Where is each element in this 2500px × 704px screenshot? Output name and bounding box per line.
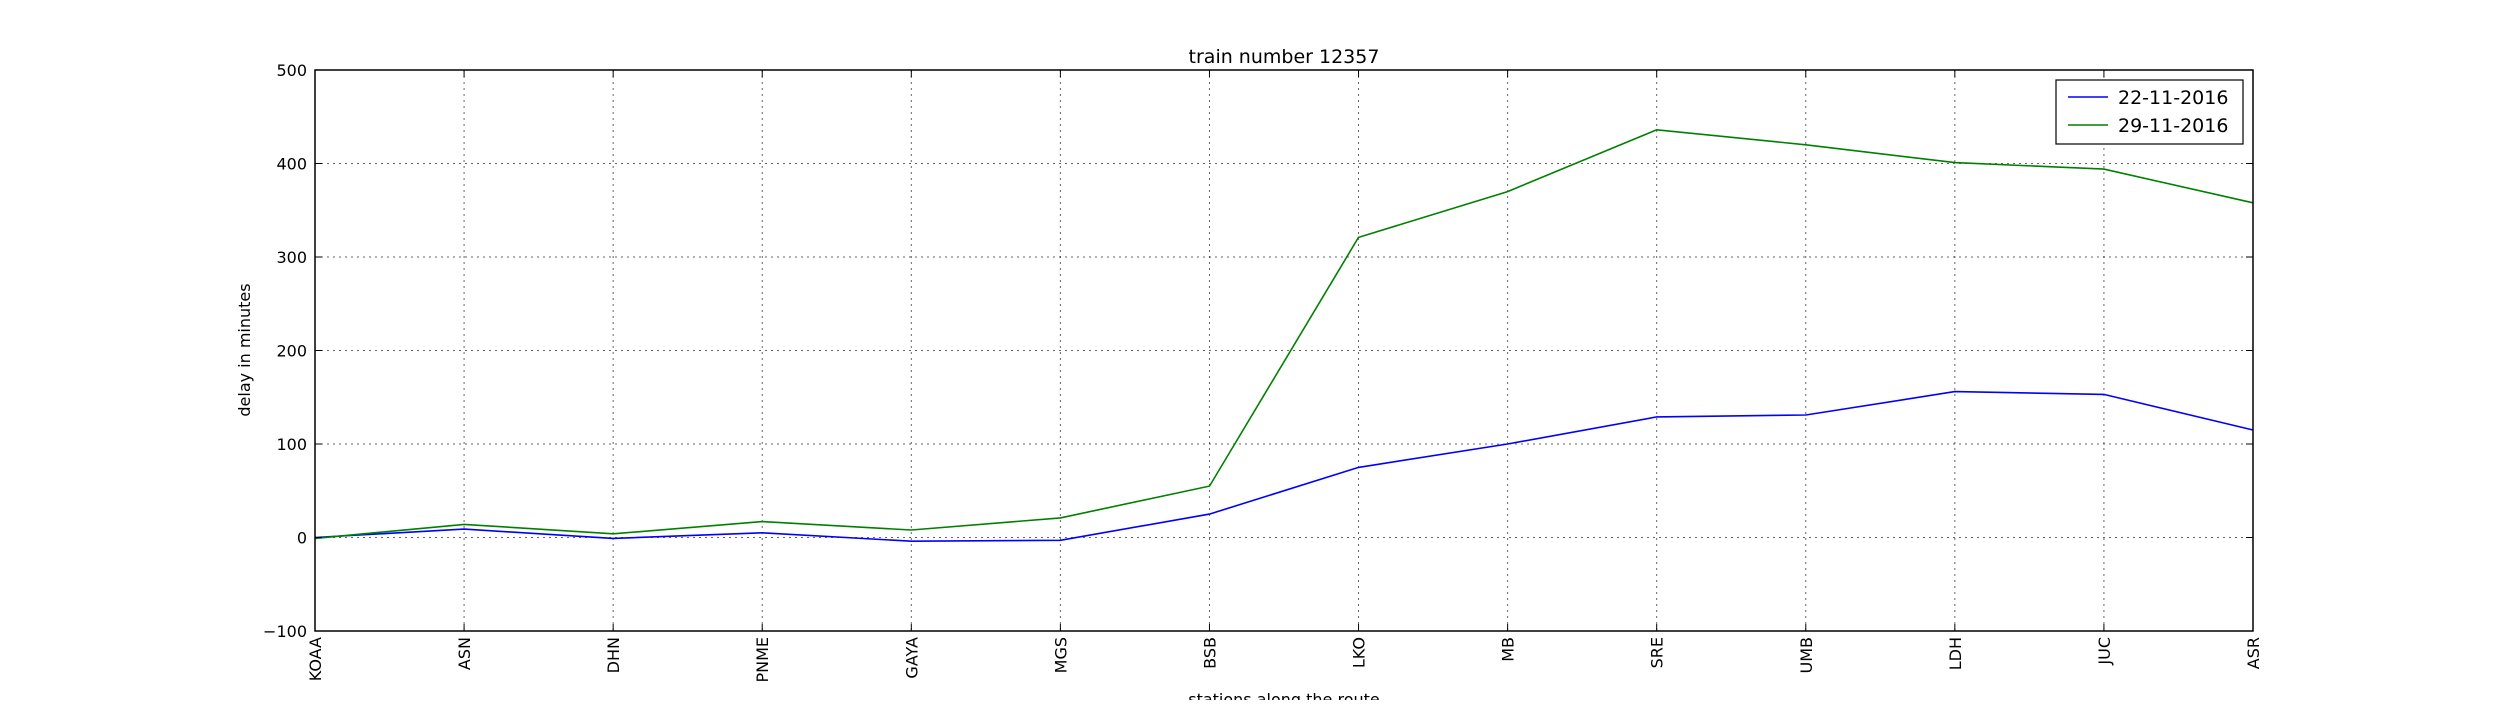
x-tick-label: LDH bbox=[1946, 637, 1965, 670]
legend: 22-11-2016 29-11-2016 bbox=[2055, 79, 2244, 145]
y-tick-label: 200 bbox=[276, 342, 307, 361]
series-line-1 bbox=[314, 390, 2254, 543]
y-tick-label: 400 bbox=[276, 155, 307, 174]
plot-frame bbox=[314, 69, 2254, 632]
series-line-2 bbox=[314, 128, 2254, 540]
y-tick-label: 100 bbox=[276, 435, 307, 454]
x-tick-label: MGS bbox=[1051, 637, 1070, 673]
x-tick-label: JUC bbox=[2095, 637, 2114, 666]
x-tick-label: BSB bbox=[1200, 637, 1219, 669]
x-tick-label: ASN bbox=[455, 637, 474, 670]
y-tick-label: −100 bbox=[263, 622, 307, 641]
y-tick-label: 0 bbox=[297, 529, 307, 548]
y-tick-label: 300 bbox=[276, 248, 307, 267]
ticks: KOAA ASN DHN PNME GAYA MGS BSB LKO MB SRE UMB LDH JU… bbox=[263, 61, 2263, 683]
legend-label-2: 29-11-2016 bbox=[2118, 115, 2228, 137]
x-tick-label: GAYA bbox=[902, 637, 921, 679]
x-axis-label: stations along the route bbox=[1188, 690, 1380, 700]
x-tick-label: MB bbox=[1499, 637, 1518, 662]
legend-label-1: 22-11-2016 bbox=[2118, 87, 2228, 109]
y-axis-label: delay in minutes bbox=[235, 283, 254, 416]
x-tick-label: UMB bbox=[1797, 637, 1816, 674]
grid bbox=[315, 70, 2253, 631]
x-tick-label: SRE bbox=[1648, 637, 1667, 668]
x-tick-label: KOAA bbox=[306, 637, 325, 681]
x-tick-label: DHN bbox=[604, 637, 623, 673]
series-lines bbox=[314, 128, 2254, 543]
legend-box bbox=[2055, 79, 2244, 145]
chart-title: train number 12357 bbox=[1189, 46, 1380, 68]
x-tick-label: ASR bbox=[2244, 637, 2263, 669]
x-tick-label: PNME bbox=[753, 637, 772, 683]
x-tick-label: LKO bbox=[1350, 637, 1369, 668]
y-tick-label: 500 bbox=[276, 61, 307, 80]
